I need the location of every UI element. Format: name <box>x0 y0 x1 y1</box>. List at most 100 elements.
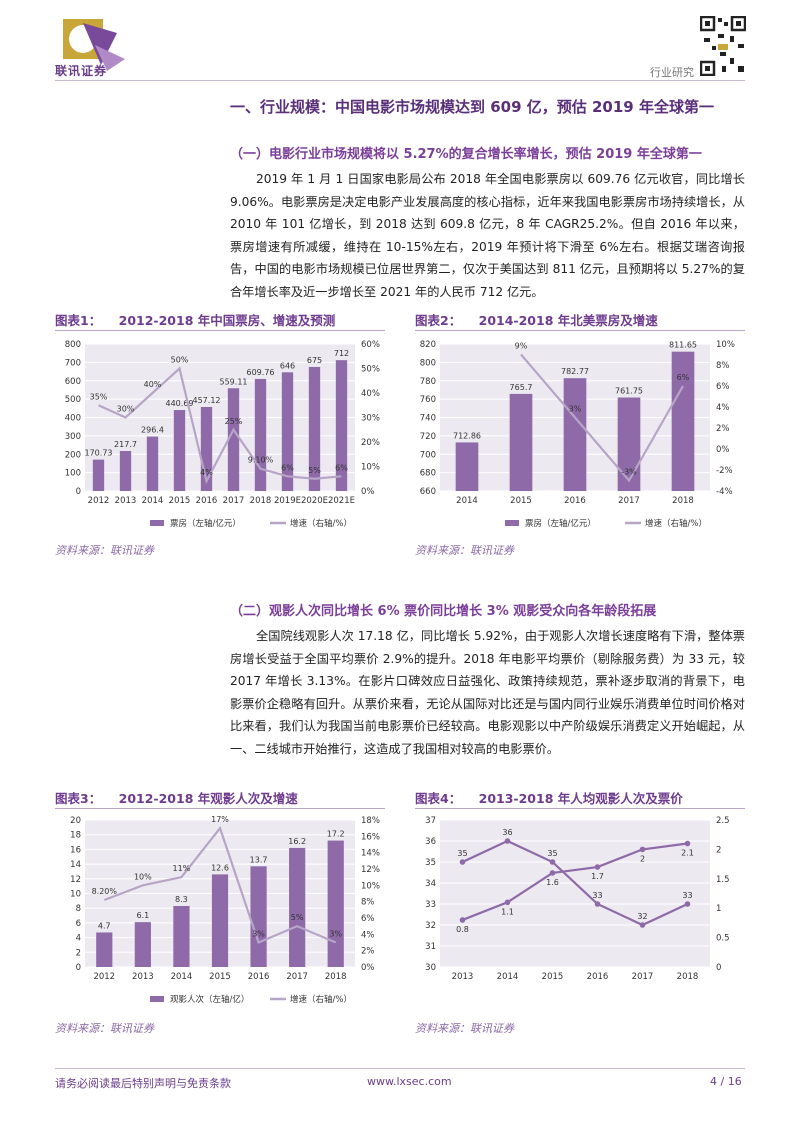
line-value-label: 9.10% <box>248 456 274 465</box>
bar <box>173 410 186 491</box>
line-value-label: 5% <box>291 913 304 922</box>
figure-3-rule <box>55 808 385 809</box>
logo-text: 联讯证券 <box>55 64 108 78</box>
legend-label: 观影人次（左轴/亿） <box>170 994 249 1005</box>
line-value-label: 2 <box>640 854 645 863</box>
x-tick-label: 2016 <box>587 972 609 982</box>
legend-label: 票房（左轴/亿元） <box>170 518 241 529</box>
x-tick-label: 2015 <box>209 972 231 982</box>
chart-1: 800 700 600 500 400 300 200 100 0 60% 50% 40% 30% 20%… <box>55 336 395 536</box>
qr-code-icon <box>700 16 746 76</box>
y2-tick-label: 0% <box>361 963 375 973</box>
y-tick-label: 760 <box>420 395 436 405</box>
paragraph-1: 2019 年 1 月 1 日国家电影局公布 2018 年全国电影票房以 609.… <box>230 172 745 299</box>
bar-value-label: 712.86 <box>453 431 481 440</box>
line-point <box>684 840 691 847</box>
line-value-label: 6% <box>335 463 348 472</box>
bar-value-label: 16.2 <box>288 837 306 846</box>
figure-2-rule <box>415 330 745 331</box>
y-tick-label: 4 <box>76 934 81 944</box>
line-point <box>684 901 691 907</box>
footer-website-link[interactable]: www.lxsec.com <box>367 1075 452 1088</box>
line-point <box>639 846 646 853</box>
y2-tick-label: 10% <box>361 463 380 473</box>
line-value-label: 1.7 <box>591 872 604 881</box>
y2-tick-label: 16% <box>361 832 380 842</box>
y2-tick-label: 0% <box>716 445 730 455</box>
line-value-label: 5% <box>308 466 321 475</box>
bar <box>146 436 159 491</box>
bar <box>211 874 229 967</box>
legend-label: 票房（左轴/亿元） <box>525 518 596 529</box>
figure-2-source: 资料来源：联讯证券 <box>415 544 514 557</box>
bar-value-label: 170.73 <box>85 449 113 458</box>
line-value-label: 33 <box>682 891 692 900</box>
line-value-label: 2.1 <box>681 849 694 858</box>
y2-tick-label: 0% <box>361 487 375 497</box>
y-tick-label: 31 <box>425 942 436 952</box>
bar <box>92 459 105 491</box>
bar <box>617 397 641 491</box>
bar <box>509 393 533 491</box>
y2-tick-label: 50% <box>361 365 380 375</box>
bar-value-label: 782.77 <box>561 367 589 376</box>
bar-value-label: 609.76 <box>247 368 275 377</box>
y2-tick-label: 12% <box>361 865 380 875</box>
x-tick-label: 2019E <box>274 496 301 506</box>
figure-4-title: 图表4： 2013-2018 年人均观影人次及票价 <box>415 788 683 807</box>
bar-value-label: 4.7 <box>98 921 111 930</box>
y-tick-label: 660 <box>420 487 436 497</box>
x-tick-label: 2012 <box>93 972 115 982</box>
chart-3-svg: 2018161412108642018%16%14%12%10%8%6%4%2%… <box>70 815 380 1005</box>
bar-value-label: 13.7 <box>250 855 268 864</box>
y-tick-label: 700 <box>420 450 436 460</box>
y-tick-label: 780 <box>420 377 436 387</box>
y-tick-label: 10 <box>70 890 81 900</box>
line-value-label: 25% <box>225 417 243 426</box>
line-point <box>594 901 601 907</box>
line-value-label: 10% <box>134 872 152 881</box>
line-value-label: 30% <box>117 405 135 414</box>
figure-4-source: 资料来源：联讯证券 <box>415 1022 514 1035</box>
bar-value-label: 646 <box>280 361 295 370</box>
figure-2-label: 图表2： <box>415 313 462 328</box>
x-tick-label: 2013 <box>115 496 137 506</box>
bar-value-label: 440.69 <box>166 399 194 408</box>
line-value-label: 50% <box>171 356 189 365</box>
y-tick-label: 34 <box>425 879 436 889</box>
line-point <box>459 917 466 923</box>
y2-tick-label: 0.5 <box>716 934 730 944</box>
x-tick-label: 2016 <box>196 496 218 506</box>
figure-2-title: 图表2： 2014-2018 年北美票房及增速 <box>415 310 658 329</box>
figure-1-label: 图表1： <box>55 313 102 328</box>
legend-swatch-bar <box>150 520 164 526</box>
y2-tick-label: 8% <box>361 898 375 908</box>
header-divider <box>55 80 745 81</box>
bar <box>455 442 479 491</box>
line-value-label: 35 <box>457 849 467 858</box>
y2-tick-label: 1 <box>716 904 721 914</box>
y2-tick-label: 1.5 <box>716 875 730 885</box>
legend-label: 增速（右轴/%） <box>645 518 707 529</box>
y-tick-label: 6 <box>76 919 81 929</box>
y-tick-label: 12 <box>70 875 81 885</box>
x-tick-label: 2015 <box>542 972 564 982</box>
y-tick-label: 30 <box>425 963 436 973</box>
bar <box>563 378 587 491</box>
line-value-label: 36 <box>502 828 512 837</box>
figure-3-name: 2012-2018 年观影人次及增速 <box>118 791 298 806</box>
y-tick-label: 200 <box>65 450 81 460</box>
line-value-label: 0.8 <box>456 925 469 934</box>
subsection-title-1: （一）电影行业市场规模将以 5.27%的复合增长率增长，预估 2019 年全球第… <box>230 147 702 162</box>
x-tick-label: 2021E <box>328 496 355 506</box>
y-tick-label: 0 <box>76 963 81 973</box>
bar-value-label: 8.3 <box>175 895 188 904</box>
bar-value-label: 457.12 <box>193 396 221 405</box>
x-tick-label: 2017 <box>286 972 308 982</box>
chart-4-svg: 37 36 35 34 33 32 31 30 2.5 2 1.5 1 0.5 0 2013 2014 2015… <box>425 816 730 982</box>
y2-tick-label: 20% <box>361 438 380 448</box>
y-tick-label: 500 <box>65 395 81 405</box>
x-tick-label: 2014 <box>142 496 164 506</box>
bar-value-label: 217.7 <box>114 440 137 449</box>
figure-4-name: 2013-2018 年人均观影人次及票价 <box>478 791 683 806</box>
